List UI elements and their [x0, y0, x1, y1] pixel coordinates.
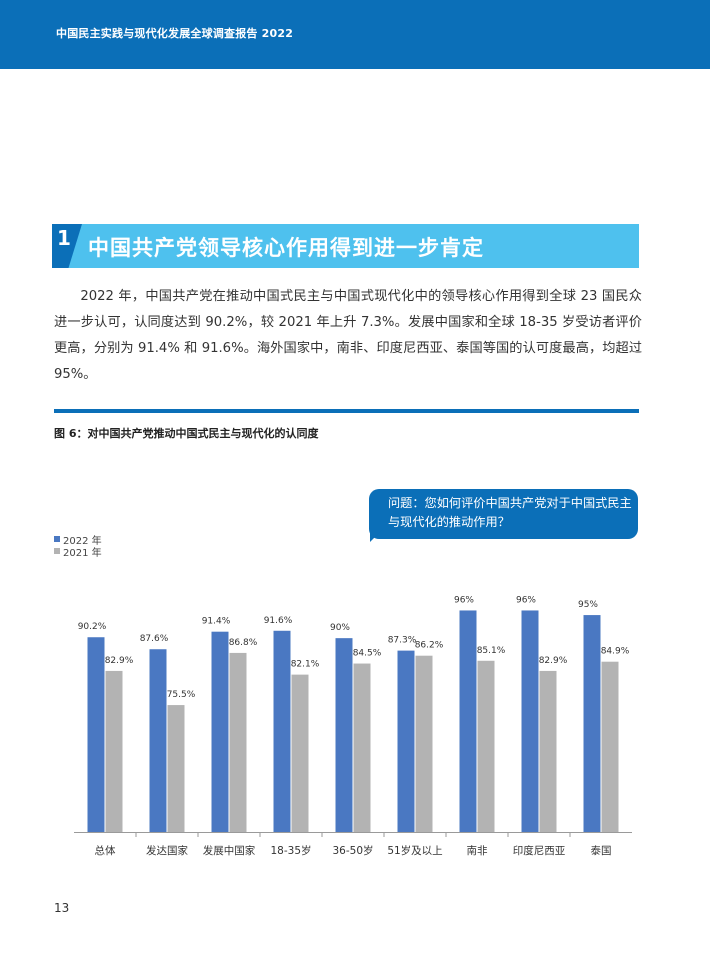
bar-2022: [87, 637, 105, 832]
bar-2022: [149, 649, 167, 832]
data-label-2022: 91.4%: [202, 617, 231, 627]
bar-2022: [273, 630, 291, 832]
legend-label-2022: 2022 年: [63, 535, 102, 547]
data-label-2021: 84.9%: [601, 647, 630, 657]
bar-2021: [353, 663, 371, 832]
data-label-2021: 85.1%: [477, 646, 506, 656]
data-label-2022: 87.6%: [140, 634, 169, 644]
data-label-2022: 90%: [330, 623, 350, 633]
bar-2022: [335, 638, 353, 832]
data-label-2021: 84.5%: [353, 649, 382, 659]
question-bubble-tail: [370, 530, 382, 542]
data-label-2021: 82.1%: [291, 660, 320, 670]
category-label: 总体: [95, 844, 116, 857]
page-number: 13: [54, 901, 70, 915]
question-bubble: [369, 489, 638, 539]
question-text: 问题：您如何评价中国共产党对于中国式民主与现代化的推动作用？: [388, 496, 632, 529]
bar-2022: [583, 615, 601, 832]
bar-2022: [459, 610, 477, 832]
data-label-2021: 86.8%: [229, 638, 258, 648]
figure-divider: [54, 409, 639, 413]
bar-2021: [105, 670, 123, 832]
figure-caption: 图 6：对中国共产党推动中国式民主与现代化的认同度: [54, 427, 319, 440]
category-label: 泰国: [591, 844, 612, 857]
bar-2021: [477, 660, 495, 832]
bar-2021: [167, 705, 185, 832]
category-label: 18-35岁: [270, 844, 311, 857]
data-label-2021: 86.2%: [415, 641, 444, 651]
bar-2021: [539, 670, 557, 832]
data-label-2022: 91.6%: [264, 616, 293, 626]
bar-2021: [601, 661, 619, 832]
legend-swatch-2022: [54, 536, 60, 542]
section-title: 中国共产党领导核心作用得到进一步肯定: [88, 236, 484, 260]
category-label: 36-50岁: [332, 844, 373, 857]
bar-2021: [291, 674, 309, 832]
category-label: 印度尼西亚: [513, 844, 566, 857]
bar-2022: [397, 650, 415, 832]
bar-2022: [211, 631, 229, 832]
data-label-2022: 90.2%: [78, 622, 107, 632]
header-band: [0, 0, 710, 69]
legend-label-2021: 2021 年: [63, 547, 102, 559]
data-label-2022: 96%: [454, 595, 474, 605]
bar-2021: [229, 652, 247, 832]
chart-legend: 2022 年 2021 年: [54, 533, 102, 559]
section-number: 1: [57, 226, 71, 250]
section-banner: [52, 224, 639, 268]
data-label-2021: 82.9%: [539, 656, 568, 666]
legend-item-2021: 2021 年: [54, 545, 102, 559]
bar-2021: [415, 655, 433, 832]
category-label: 发展中国家: [203, 844, 256, 857]
data-label-2021: 82.9%: [105, 656, 134, 666]
body-paragraph: 2022 年，中国共产党在推动中国式民主与中国式现代化中的领导核心作用得到全球 …: [54, 289, 642, 382]
bar-2022: [521, 610, 539, 832]
data-label-2022: 95%: [578, 600, 598, 610]
data-label-2022: 87.3%: [388, 636, 417, 646]
data-label-2022: 96%: [516, 595, 536, 605]
category-label: 51岁及以上: [387, 844, 442, 857]
category-label: 发达国家: [146, 844, 188, 857]
category-label: 南非: [467, 844, 488, 857]
legend-swatch-2021: [54, 548, 60, 554]
data-label-2021: 75.5%: [167, 690, 196, 700]
report-title: 中国民主实践与现代化发展全球调查报告 2022: [56, 27, 294, 40]
legend-item-2022: 2022 年: [54, 533, 102, 547]
